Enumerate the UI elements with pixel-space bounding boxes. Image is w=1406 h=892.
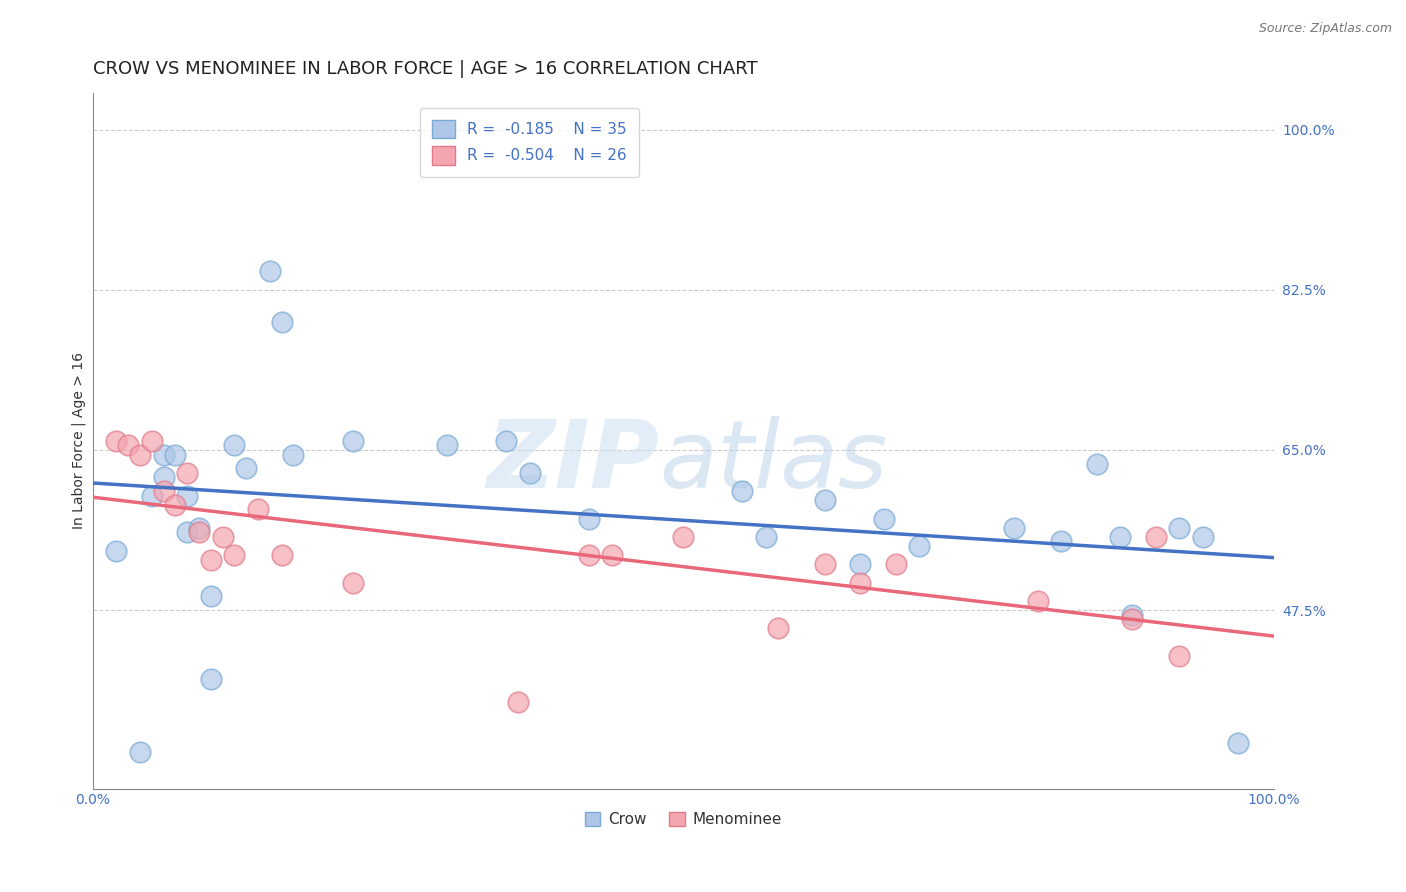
Point [188, 521, 211, 535]
Point [908, 539, 931, 553]
Text: ZIP: ZIP [486, 416, 659, 508]
Point [1085, 457, 1108, 471]
Point [200, 590, 222, 604]
Point [200, 672, 222, 686]
Point [165, 448, 187, 462]
Point [270, 315, 292, 329]
Point [235, 461, 257, 475]
Point [188, 525, 211, 540]
Point [141, 434, 163, 448]
Y-axis label: In Labor Force | Age > 16: In Labor Force | Age > 16 [72, 352, 86, 529]
Point [495, 434, 517, 448]
Point [672, 530, 695, 544]
Point [152, 484, 174, 499]
Point [849, 575, 872, 590]
Point [342, 575, 364, 590]
Point [873, 511, 896, 525]
Point [814, 493, 837, 508]
Point [129, 448, 152, 462]
Text: CROW VS MENOMINEE IN LABOR FORCE | AGE > 16 CORRELATION CHART: CROW VS MENOMINEE IN LABOR FORCE | AGE >… [93, 60, 758, 78]
Point [519, 466, 541, 480]
Point [1050, 534, 1073, 549]
Point [129, 745, 152, 759]
Point [165, 498, 187, 512]
Point [117, 438, 139, 452]
Point [1026, 594, 1049, 608]
Point [1227, 736, 1250, 750]
Point [578, 511, 600, 525]
Point [152, 470, 174, 484]
Point [247, 502, 270, 516]
Point [224, 548, 246, 562]
Point [436, 438, 458, 452]
Point [849, 558, 872, 572]
Point [105, 543, 128, 558]
Point [259, 264, 281, 278]
Point [176, 525, 198, 540]
Text: atlas: atlas [659, 417, 887, 508]
Point [1121, 612, 1143, 626]
Text: Source: ZipAtlas.com: Source: ZipAtlas.com [1258, 22, 1392, 36]
Point [1002, 521, 1025, 535]
Point [224, 438, 246, 452]
Point [1109, 530, 1132, 544]
Point [270, 548, 292, 562]
Point [766, 621, 789, 635]
Point [283, 448, 305, 462]
Point [731, 484, 754, 499]
Point [814, 558, 837, 572]
Point [152, 448, 174, 462]
Point [602, 548, 624, 562]
Point [1168, 521, 1191, 535]
Point [1144, 530, 1167, 544]
Point [176, 489, 198, 503]
Point [578, 548, 600, 562]
Point [342, 434, 364, 448]
Legend: Crow, Menominee: Crow, Menominee [579, 805, 787, 833]
Point [506, 695, 529, 709]
Point [884, 558, 907, 572]
Point [1168, 648, 1191, 663]
Point [1121, 607, 1143, 622]
Point [176, 466, 198, 480]
Point [105, 434, 128, 448]
Point [755, 530, 778, 544]
Point [211, 530, 233, 544]
Point [1192, 530, 1215, 544]
Point [200, 553, 222, 567]
Point [141, 489, 163, 503]
